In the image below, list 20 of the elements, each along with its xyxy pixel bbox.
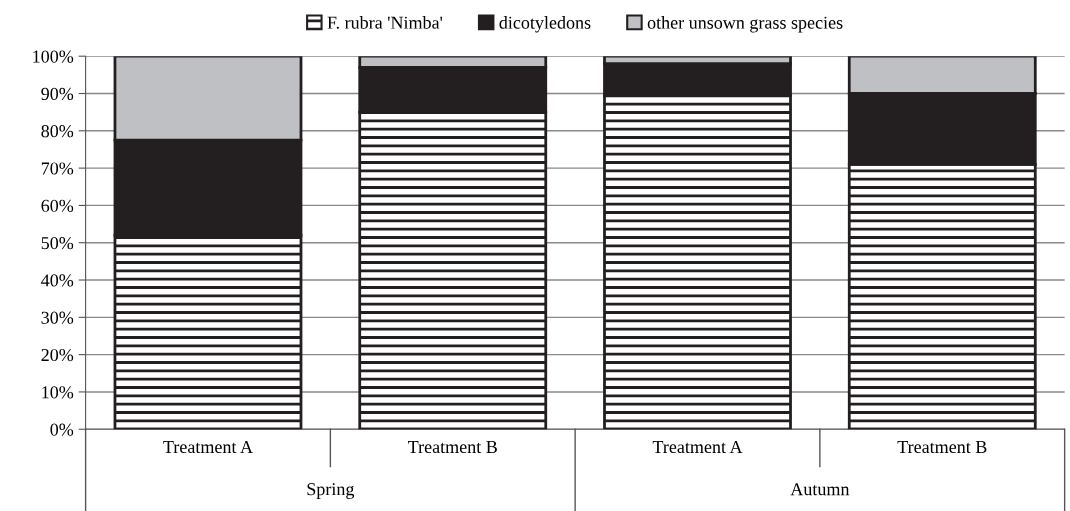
text: Spring (307, 483, 355, 499)
x-tick-label: Treatment B (408, 441, 497, 454)
x-tick-label: Treatment A (652, 440, 743, 454)
y-tick-label: 100% (33, 50, 74, 63)
y-tick-label: 40% (41, 274, 74, 287)
y-tick-label: 0% (50, 423, 74, 436)
y-tick-label: 60% (41, 199, 74, 212)
y-tick-label: 10% (42, 386, 74, 399)
text: Autumn (790, 483, 850, 496)
x-tick-label: Treatment B (897, 441, 987, 454)
legend-label: other unsown grass species (647, 16, 843, 33)
y-tick-label: 70% (41, 162, 74, 175)
y-tick-label: 20% (41, 348, 74, 362)
x-tick-label: Treatment A (163, 440, 253, 454)
legend-label: dicotyledons (499, 16, 591, 33)
y-tick-label: 30% (41, 311, 74, 324)
legend-label: F. rubra 'Nimba' (327, 16, 443, 29)
y-tick-label: 50% (41, 236, 74, 250)
y-tick-label: 90% (41, 87, 74, 101)
y-tick-label: 80% (41, 125, 74, 138)
